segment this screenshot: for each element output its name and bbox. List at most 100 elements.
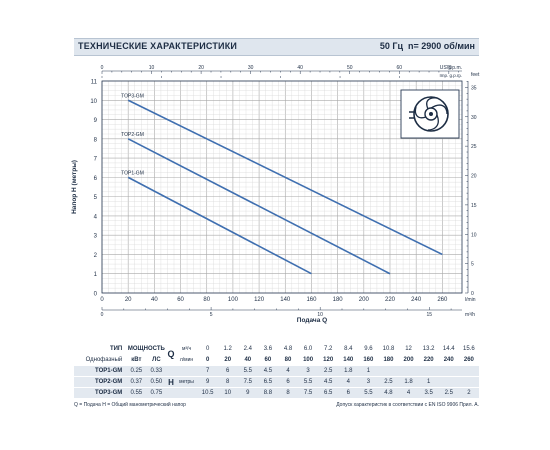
table-head-value: 1 (418, 376, 439, 388)
table-q-lmin: 100 (303, 356, 314, 363)
table-head-value: 8.8 (257, 387, 278, 398)
table-kw: 0.55 (126, 387, 147, 398)
table-head-value: 9 (197, 376, 218, 388)
x-tick-label: 160 (306, 297, 317, 303)
table-head-value: 5.5 (237, 365, 258, 377)
y-tick-label: 4 (94, 214, 98, 220)
usgpm-tick-label: 70 (446, 65, 452, 71)
table-head-value: 8 (217, 376, 238, 388)
table-row: TOP1-GM 0.25 0.33 7 6 5.5 4.5 4 3 2.5 1.8 1 (74, 365, 479, 377)
x-unit-m3h: m³/h (465, 312, 475, 318)
table-head-value (378, 365, 399, 377)
table-head-value: 1 (358, 365, 379, 377)
feet-tick-label: 15 (471, 203, 477, 209)
table-unit-m: метры (175, 376, 198, 388)
series-label: TOP1-GM (121, 170, 144, 176)
curve-top1-gm (127, 176, 312, 275)
feet-tick-label: 20 (471, 174, 477, 180)
y-tick-label: 1 (94, 272, 98, 278)
table-head-value: 9 (237, 387, 258, 398)
table-head-value: 5.5 (358, 387, 379, 398)
m3h-tick-label: 10 (317, 312, 323, 318)
header-bar: ТЕХНИЧЕСКИЕ ХАРАКТЕРИСТИКИ 50 Гц n= 2900… (74, 38, 479, 56)
usgpm-tick-label: 20 (198, 65, 204, 71)
table-head-value: 2 (458, 387, 479, 398)
table-q-lmin: 0 (205, 356, 210, 363)
x-tick-label: 40 (151, 297, 158, 303)
table-head-value (458, 365, 479, 377)
footer-legend: Q = Подача H = Общий манометрический нап… (74, 402, 186, 408)
y-tick-label: 10 (90, 99, 97, 105)
table-head-value (418, 365, 439, 377)
usgpm-tick-label: 10 (149, 65, 155, 71)
table-head-value (438, 376, 459, 388)
table-head-value: 6 (338, 387, 359, 398)
table-q-m3h: 3.6 (263, 345, 273, 352)
table-head-value: 4.5 (257, 365, 278, 377)
feet-tick-label: 5 (471, 262, 474, 268)
series-label: TOP2-GM (121, 132, 144, 138)
feet-tick-label: 0 (471, 291, 474, 297)
table-model: TOP2-GM (74, 376, 127, 388)
table-head-hp: ЛС (152, 356, 161, 363)
table-head-value: 3 (358, 376, 379, 388)
m3h-tick-label: 5 (210, 312, 213, 318)
table-head-value: 4 (338, 376, 359, 388)
y-tick-label: 7 (94, 157, 98, 163)
table-q-m3h: 14.4 (442, 345, 455, 352)
table-head-power: МОЩНОСТЬ (127, 345, 165, 352)
table-head-value: 7.5 (237, 376, 258, 388)
table-q-m3h: 9.6 (364, 345, 373, 352)
y-tick-label: 2 (94, 253, 98, 259)
table-head-value: 3.5 (418, 387, 439, 398)
x-tick-label: 180 (333, 297, 344, 303)
table-q-lmin: 240 (443, 356, 454, 363)
y-tick-label: 3 (94, 234, 98, 240)
x-tick-label: 0 (100, 297, 104, 303)
table-q-lmin: 160 (363, 356, 374, 363)
table-hp: 0.33 (146, 365, 167, 377)
table-head-value: 10.5 (197, 387, 218, 398)
table-head-value: 8 (277, 387, 299, 398)
table-kw: 0.25 (126, 365, 147, 377)
table-q-m3h: 12 (405, 345, 412, 352)
frequency-speed: 50 Гц n= 2900 об/мин (380, 41, 475, 51)
table-head-value: 2.5 (318, 365, 339, 377)
y-tick-label: 11 (91, 80, 98, 86)
table-head-value: 4 (398, 387, 419, 398)
table-spacer (175, 387, 198, 398)
table-q-lmin: 60 (264, 356, 272, 363)
table-head-h: H (166, 376, 176, 388)
table-head-value (458, 376, 479, 388)
table-model: TOP3-GM (74, 387, 127, 398)
table-q-m3h: 0 (205, 345, 210, 352)
y-tick-label: 9 (94, 118, 98, 124)
feet-tick-label: 35 (471, 85, 477, 91)
usgpm-tick-label: 30 (248, 65, 254, 71)
table-head-value: 7.5 (298, 387, 319, 398)
table-q-lmin: 20 (224, 356, 232, 363)
table-q-lmin: 180 (383, 356, 394, 363)
plot-frame (101, 80, 463, 294)
table-head-value: 1.8 (398, 376, 419, 388)
feet-tick-label: 10 (471, 232, 477, 238)
usgpm-tick-label: 60 (397, 65, 403, 71)
speed: n= 2900 об/мин (408, 41, 475, 51)
x-tick-label: 80 (203, 297, 210, 303)
y-tick-label: 8 (94, 137, 98, 143)
table-kw: 0.37 (126, 376, 147, 388)
y-unit-feet: feet (471, 72, 480, 78)
x-tick-label: 240 (411, 297, 422, 303)
feet-tick-label: 30 (471, 115, 477, 121)
x-unit-impgpm: Imp. g.p.m. (439, 73, 462, 78)
table-head-value: 5.5 (298, 376, 319, 388)
x-tick-label: 100 (228, 297, 239, 303)
table-unit-m3h: м³/ч (181, 345, 192, 352)
table-head-type: ТИП (109, 345, 123, 352)
impeller-icon (400, 89, 460, 139)
table-head-value: 6 (277, 376, 299, 388)
x-tick-label: 220 (385, 297, 396, 303)
